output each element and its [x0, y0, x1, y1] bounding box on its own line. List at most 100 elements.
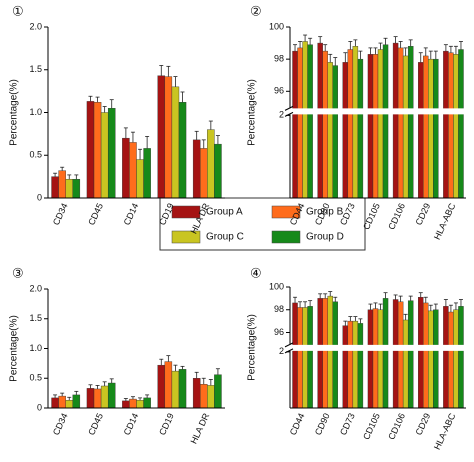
break-mark: [284, 342, 294, 354]
bar: [93, 102, 102, 199]
y-tick-label: 0: [37, 402, 42, 412]
bar: [428, 310, 434, 409]
bar: [58, 395, 66, 409]
y-tick-label: 2: [279, 110, 284, 120]
bar: [178, 102, 187, 199]
y-tick-label: 2: [279, 346, 284, 356]
bar: [86, 101, 95, 199]
bar: [322, 298, 328, 409]
bar: [357, 323, 364, 409]
x-tick-label: CD14: [122, 412, 141, 437]
y-axis-label: Percentage(%): [9, 79, 20, 146]
bar: [143, 148, 151, 199]
bar: [382, 298, 389, 409]
bar: [129, 398, 137, 409]
x-tick-label: CD29: [413, 202, 432, 227]
y-tick-label: 1.5: [29, 64, 42, 74]
bar: [397, 47, 404, 199]
bar: [352, 320, 359, 409]
bar: [423, 55, 429, 199]
y-tick-label: 0.5: [29, 373, 42, 383]
panel-label: ③: [12, 265, 24, 280]
bar: [382, 44, 389, 199]
bar: [51, 397, 59, 409]
bar: [207, 129, 215, 199]
bar: [433, 58, 439, 199]
bar: [200, 384, 208, 409]
axis-break: [284, 344, 468, 351]
legend-label: Group C: [206, 232, 244, 243]
bar: [448, 52, 454, 199]
bar: [322, 50, 328, 199]
bar: [129, 142, 137, 199]
y-tick-label: 1.0: [29, 343, 42, 353]
bar: [107, 108, 116, 199]
y-axis-label: Percentage(%): [9, 315, 20, 382]
y-tick-label: 100: [269, 21, 284, 31]
bar: [200, 148, 208, 199]
bar: [317, 42, 323, 199]
bar: [448, 311, 454, 409]
bar: [164, 361, 173, 409]
bar: [407, 46, 414, 199]
legend-box: [159, 197, 366, 251]
bar: [86, 388, 95, 409]
bar: [347, 49, 354, 199]
x-tick-label: CD105: [361, 202, 382, 232]
bar: [58, 170, 66, 199]
bar: [171, 86, 180, 199]
bar: [122, 400, 130, 409]
bar: [207, 385, 215, 409]
x-tick-label: CD44: [288, 412, 307, 437]
bar: [214, 143, 222, 199]
y-tick-label: 0.5: [29, 150, 42, 160]
bar: [357, 58, 364, 199]
bar: [327, 62, 333, 199]
bar: [418, 297, 424, 409]
x-tick-label: CD106: [386, 202, 407, 232]
y-tick-label: 2.0: [29, 21, 42, 31]
x-tick-label: CD45: [86, 412, 105, 437]
bar: [192, 139, 201, 199]
bar: [292, 302, 298, 409]
bar: [292, 50, 298, 199]
bar: [443, 50, 449, 199]
bar: [397, 301, 404, 409]
bar: [51, 176, 59, 199]
y-tick-label: 98: [274, 54, 284, 64]
bar: [327, 295, 333, 409]
break-mark: [284, 105, 294, 117]
x-tick-label: HLA-ABC: [432, 201, 458, 241]
bar: [107, 382, 116, 409]
bar: [302, 41, 308, 199]
x-tick-label: CD34: [51, 202, 70, 227]
y-tick-label: 1.0: [29, 107, 42, 117]
legend-label: Group D: [306, 232, 344, 243]
panel-label: ④: [250, 265, 262, 280]
x-tick-label: CD29: [413, 412, 432, 437]
bar: [407, 300, 414, 409]
x-tick-label: CD45: [86, 202, 105, 227]
y-axis-label: Percentage(%): [247, 314, 258, 381]
bar: [136, 400, 144, 409]
bar: [178, 369, 187, 409]
x-tick-label: CD44: [288, 202, 307, 227]
axis-break: [284, 108, 468, 115]
x-tick-label: HLA-ABC: [432, 411, 458, 451]
y-tick-label: 96: [274, 327, 284, 337]
bar: [192, 378, 201, 409]
bar: [392, 299, 399, 409]
bar: [443, 306, 449, 409]
bar: [307, 306, 313, 409]
bar: [372, 54, 379, 199]
bar: [342, 62, 349, 199]
bar: [458, 306, 464, 409]
y-axis-label: Percentage(%): [247, 79, 258, 146]
x-tick-label: CD90: [313, 412, 332, 437]
bar: [453, 54, 459, 199]
bar: [65, 178, 73, 199]
y-tick-label: 98: [274, 304, 284, 314]
x-tick-label: CD34: [51, 412, 70, 437]
bar: [297, 307, 303, 409]
